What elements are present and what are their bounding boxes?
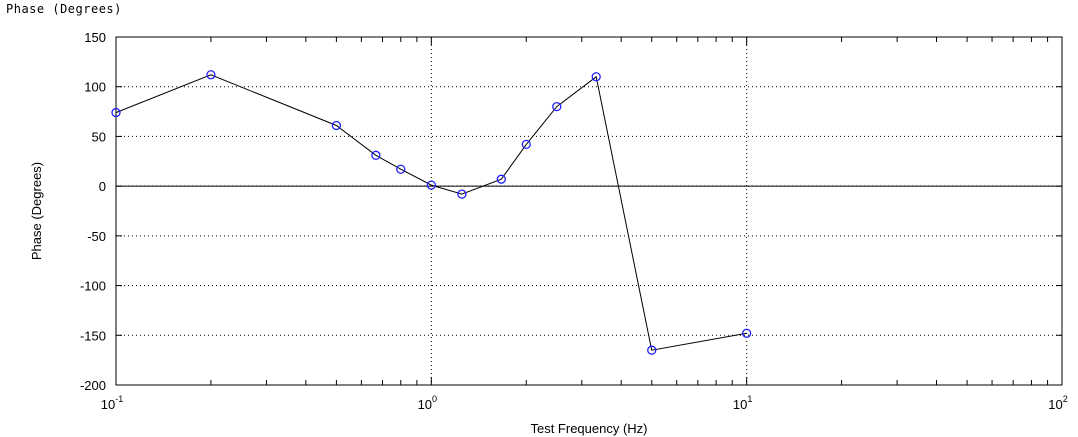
plot-frame xyxy=(115,36,1063,386)
y-tick-label: 0 xyxy=(99,179,106,194)
data-point xyxy=(457,189,467,199)
x-tick-label: 101 xyxy=(733,394,752,412)
data-point xyxy=(591,72,601,82)
x-tick-label: 10-1 xyxy=(101,394,123,412)
window-title: Phase (Degrees) xyxy=(6,2,122,16)
x-tick-labels: 10-1 100 101 102 xyxy=(101,394,1068,412)
data-point xyxy=(426,180,436,190)
y-axis-title: Phase (Degrees) xyxy=(29,162,44,260)
data-point xyxy=(647,345,657,355)
data-point xyxy=(552,101,562,112)
y-tick-label: -150 xyxy=(80,328,106,343)
y-tick-labels: 150 100 50 0 -50 -100 -150 -200 xyxy=(80,30,106,393)
x-tick-label: 102 xyxy=(1048,394,1067,412)
x-axis-title: Test Frequency (Hz) xyxy=(530,421,647,436)
y-tick-label: -200 xyxy=(80,378,106,393)
y-tick-label: -50 xyxy=(87,229,106,244)
data-point xyxy=(331,120,342,131)
data-point xyxy=(742,328,752,338)
series-line xyxy=(115,74,747,351)
y-tick-label: 150 xyxy=(84,30,106,45)
data-point xyxy=(396,164,406,174)
y-tick-label: -100 xyxy=(80,279,106,294)
y-tick-label: 100 xyxy=(84,80,106,95)
plot-background xyxy=(116,37,1062,385)
data-point xyxy=(206,70,216,80)
y-tick-label: 50 xyxy=(92,129,106,144)
data-point xyxy=(371,150,381,160)
data-point xyxy=(496,174,506,184)
data-point xyxy=(111,107,121,118)
series-layer xyxy=(111,70,752,355)
data-point xyxy=(521,139,531,150)
x-tick-label: 100 xyxy=(418,394,437,412)
